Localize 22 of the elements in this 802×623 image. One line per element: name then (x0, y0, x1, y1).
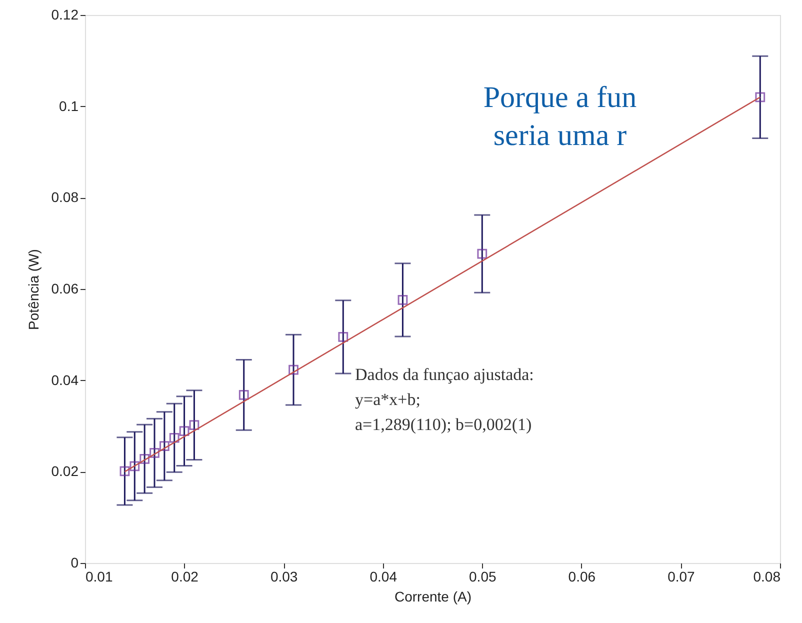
y-tick-label: 0.08 (51, 189, 79, 206)
x-tick-label: 0.03 (270, 568, 298, 584)
y-tick-label: 0.04 (51, 372, 79, 388)
annotation: Porque a fun (483, 81, 637, 114)
x-tick-label: 0.04 (370, 568, 398, 584)
y-axis-title: Potência (W) (25, 249, 42, 330)
x-axis-title: Corrente (A) (394, 588, 472, 604)
y-tick-label: 0.1 (59, 98, 79, 114)
y-tick-label: 0.12 (51, 6, 79, 22)
y-tick-label: 0.02 (51, 463, 79, 480)
y-tick-label: 0 (70, 554, 79, 570)
annotation: a=1,289(110); b=0,002(1) (355, 415, 532, 434)
x-tick-label: 0.05 (469, 568, 496, 584)
x-tick-label: 0.07 (668, 568, 696, 584)
x-tick-label: 0.01 (86, 568, 113, 584)
y-tick-label: 0.06 (51, 280, 79, 296)
annotation: y=a*x+b; (355, 390, 420, 409)
annotation: Dados da funçao ajustada: (355, 365, 534, 384)
x-tick-label: 0.02 (171, 568, 199, 584)
x-tick-label: 0.06 (568, 568, 596, 584)
annotation: seria uma r (493, 119, 627, 152)
x-tick-label: 0.08 (753, 568, 781, 584)
